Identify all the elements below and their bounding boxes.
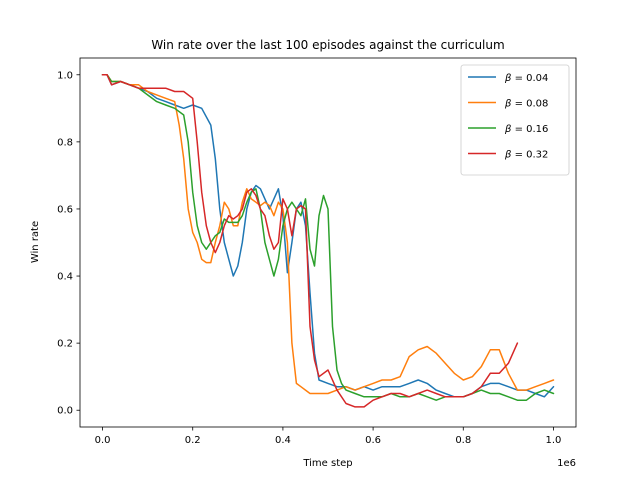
- x-tick-label: 0.4: [275, 435, 291, 446]
- y-tick-label: 0.6: [57, 204, 73, 215]
- y-axis-label: Win rate: [30, 221, 41, 263]
- x-axis: 0.0 0.2 0.4 0.6 0.8 1.0: [95, 427, 562, 446]
- x-tick-label: 0.2: [185, 435, 201, 446]
- legend-entry: β = 0.04: [504, 73, 548, 84]
- y-tick-label: 0.2: [57, 339, 73, 350]
- legend-entry-value: 0.16: [526, 124, 548, 135]
- legend-entry: β = 0.16: [504, 124, 548, 135]
- legend-entry-value: 0.08: [526, 99, 548, 110]
- legend-entry-equals: =: [511, 99, 526, 110]
- y-tick-label: 1.0: [57, 70, 73, 81]
- chart-title: Win rate over the last 100 episodes agai…: [151, 38, 504, 52]
- legend-entry-symbol: β: [504, 124, 512, 135]
- series-line-1: [101, 74, 555, 395]
- legend: β = 0.04β = 0.08β = 0.16β = 0.32: [460, 64, 570, 176]
- legend-entry-symbol: β: [504, 99, 512, 110]
- x-tick-label: 1.0: [546, 435, 562, 446]
- x-axis-label: Time step: [302, 458, 352, 469]
- y-axis: 0.0 0.2 0.4 0.6 0.8 1.0: [57, 70, 80, 417]
- legend-entry-value: 0.04: [526, 73, 548, 84]
- x-tick-label: 0.0: [95, 435, 111, 446]
- y-tick-label: 0.8: [57, 137, 73, 148]
- plot-lines: [101, 74, 555, 408]
- legend-entry-equals: =: [511, 150, 526, 161]
- legend-entry-equals: =: [511, 73, 526, 84]
- legend-box: [460, 64, 570, 176]
- legend-entry-equals: =: [511, 124, 526, 135]
- x-axis-offset-text: 1e6: [557, 458, 576, 469]
- y-tick-label: 0.4: [57, 272, 73, 283]
- series-line-3: [101, 74, 519, 408]
- legend-entry: β = 0.08: [504, 99, 548, 110]
- x-tick-label: 0.6: [365, 435, 381, 446]
- legend-entry-symbol: β: [504, 150, 512, 161]
- axes-frame: [79, 57, 577, 428]
- y-tick-label: 0.0: [57, 406, 73, 417]
- legend-entry-symbol: β: [504, 73, 512, 84]
- x-tick-label: 0.8: [455, 435, 471, 446]
- legend-entry-value: 0.32: [526, 150, 548, 161]
- legend-entry: β = 0.32: [504, 150, 548, 161]
